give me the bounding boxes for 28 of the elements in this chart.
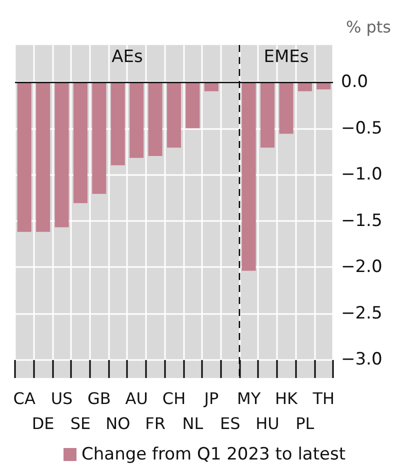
annotation: EMEs [264, 47, 309, 67]
x-tick-label: US [50, 389, 73, 408]
x-tick-label: JP [203, 389, 219, 408]
y-tick-label: −1.0 [341, 164, 382, 184]
x-tick-label: HK [274, 389, 298, 408]
x-tick-label: PL [296, 414, 314, 433]
x-tick-label: NO [106, 414, 130, 433]
y-tick-label: −0.5 [341, 118, 382, 138]
legend-label: Change from Q1 2023 to latest [82, 444, 346, 464]
x-tick-label: AU [125, 389, 148, 408]
annotation: AEs [112, 47, 143, 67]
x-tick-label: DE [32, 414, 54, 433]
x-tick-label: ES [220, 414, 240, 433]
x-tick-label: HU [256, 414, 280, 433]
y-tick-label: −2.0 [341, 257, 382, 277]
y-tick-label: −1.5 [341, 210, 382, 231]
x-tick-label: GB [87, 389, 111, 408]
x-tick-label: CA [13, 389, 36, 408]
y-tick-label: −2.5 [341, 303, 382, 324]
x-tick-label: SE [70, 414, 91, 433]
y-tick-label: −3.0 [341, 350, 382, 370]
x-tick-label: CH [162, 389, 186, 408]
x-tick-label: FR [145, 414, 166, 433]
y-tick-label: 0.0 [341, 72, 368, 92]
x-tick-label: MY [237, 389, 261, 408]
x-tick-label: TH [312, 389, 335, 408]
x-tick-label: NL [182, 414, 204, 433]
y-axis-title: % pts [346, 18, 391, 36]
